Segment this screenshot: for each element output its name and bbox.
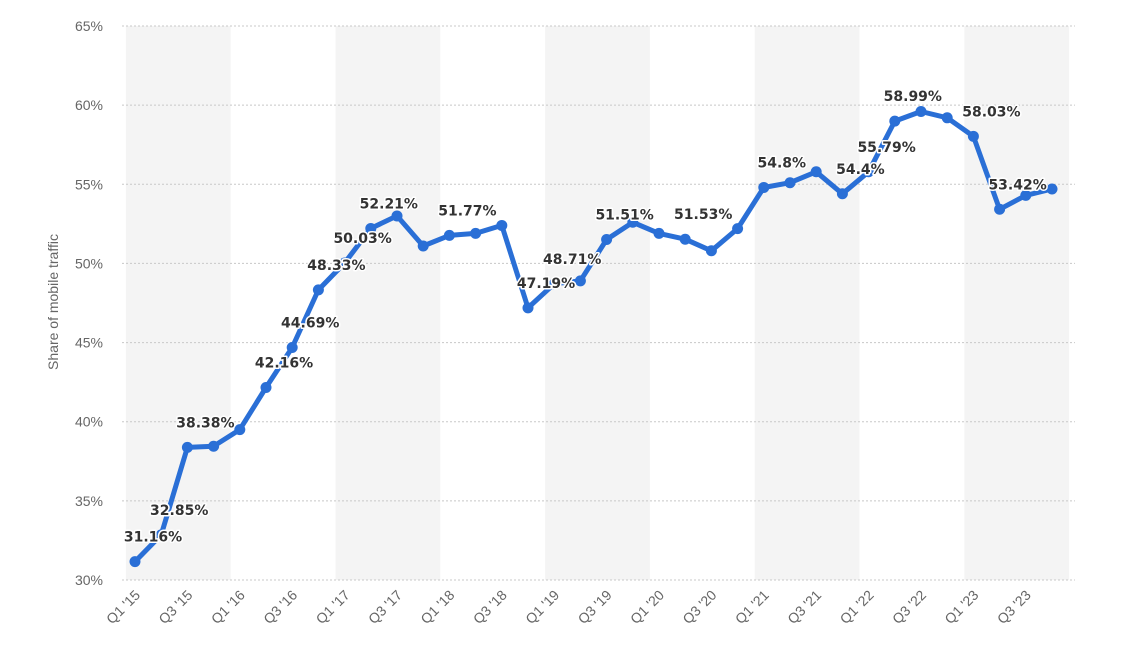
x-tick-label: Q1 '22: [837, 587, 877, 627]
data-point: [1020, 189, 1032, 201]
x-tick-label: Q3 '19: [575, 587, 615, 627]
year-band: [545, 26, 650, 580]
data-point: [732, 223, 744, 235]
x-tick-label: Q1 '18: [417, 587, 457, 627]
data-label: 31.16%: [124, 530, 182, 546]
y-tick-label: 40%: [75, 414, 103, 430]
alternating-year-bands: [125, 26, 1070, 580]
data-point: [181, 441, 193, 453]
data-label: 44.69%: [281, 315, 339, 331]
data-point: [915, 105, 927, 117]
data-point: [339, 257, 351, 269]
x-tick-label: Q1 '16: [208, 587, 248, 627]
data-point: [208, 440, 220, 452]
data-label: 51.53%: [674, 207, 732, 223]
y-tick-label: 35%: [75, 493, 103, 509]
data-label: 53.42%: [988, 177, 1046, 193]
data-labels: 31.16% 32.85% 38.38% 42.16% 44.69% 48.33% 50.0…: [122, 88, 1048, 548]
x-tick-label: Q3 '22: [889, 587, 929, 627]
x-tick-label: Q3 '23: [994, 587, 1034, 627]
x-tick-label: Q1 '15: [103, 587, 143, 627]
data-point: [260, 382, 272, 394]
data-point: [941, 112, 953, 124]
x-tick-label: Q3 '17: [365, 587, 405, 627]
x-axis-ticks: Q1 '15 Q3 '15 Q1 '16 Q3 '16 Q1 '17 Q3 '17 Q1 '…: [103, 587, 1034, 627]
data-point: [653, 227, 665, 239]
data-point: [312, 284, 324, 296]
data-label: 55.79%: [857, 140, 915, 156]
data-point: [784, 177, 796, 189]
data-point: [994, 203, 1006, 215]
x-tick-label: Q1 '20: [627, 587, 667, 627]
y-axis-label: Share of mobile traffic: [45, 234, 61, 370]
data-point: [679, 233, 691, 245]
year-band: [335, 26, 441, 580]
data-point: [863, 166, 875, 178]
data-point: [286, 341, 298, 353]
data-label: 48.71%: [543, 252, 601, 268]
year-band: [754, 26, 860, 580]
x-tick-label: Q1 '21: [732, 587, 772, 627]
data-point: [627, 216, 639, 228]
y-tick-label: 50%: [75, 255, 103, 271]
data-label: 58.03%: [962, 104, 1020, 120]
data-label: 54.8%: [758, 155, 807, 171]
data-point: [574, 275, 586, 287]
data-point: [443, 229, 455, 241]
year-band: [964, 26, 1070, 580]
gridlines: [122, 25, 1075, 581]
x-tick-label: Q3 '21: [784, 587, 824, 627]
x-tick-label: Q3 '16: [260, 587, 300, 627]
x-tick-label: Q1 '17: [313, 587, 353, 627]
data-point: [496, 219, 508, 231]
y-tick-label: 65%: [75, 18, 103, 34]
data-label: 52.21%: [360, 196, 418, 212]
data-point: [967, 130, 979, 142]
y-tick-label: 55%: [75, 176, 103, 192]
data-point: [391, 210, 403, 222]
data-points: [129, 105, 1058, 568]
data-point: [601, 234, 613, 246]
y-axis-ticks: 30% 35% 40% 45% 50% 55% 60% 65%: [75, 18, 103, 588]
data-point: [1046, 183, 1058, 195]
data-point: [417, 240, 429, 252]
x-tick-label: Q1 '19: [522, 587, 562, 627]
data-label: 42.16%: [255, 356, 313, 372]
data-point: [889, 115, 901, 127]
y-tick-label: 45%: [75, 335, 103, 351]
data-label: 50.03%: [333, 231, 391, 247]
data-point: [155, 529, 167, 541]
x-tick-label: Q1 '23: [941, 587, 981, 627]
data-point: [548, 278, 560, 290]
data-label: 47.19%: [517, 276, 575, 292]
x-tick-label: Q3 '18: [470, 587, 510, 627]
x-tick-label: Q3 '15: [155, 587, 195, 627]
data-label: 38.38%: [176, 415, 234, 431]
data-label: 48.33%: [307, 258, 365, 274]
data-point: [810, 166, 822, 178]
x-tick-label: Q3 '20: [679, 587, 719, 627]
data-point: [705, 245, 717, 257]
data-point: [522, 302, 534, 314]
data-point: [470, 227, 482, 239]
y-tick-label: 60%: [75, 97, 103, 113]
data-label: 54.4%: [836, 162, 885, 178]
data-label: 58.99%: [884, 89, 942, 105]
y-tick-label: 30%: [75, 572, 103, 588]
data-point: [758, 181, 770, 193]
data-label: 32.85%: [150, 503, 208, 519]
data-point: [129, 556, 141, 568]
data-point: [365, 222, 377, 234]
data-point: [836, 188, 848, 200]
year-band: [125, 26, 231, 580]
data-label: 51.77%: [438, 203, 496, 219]
data-label: 51.51%: [595, 208, 653, 224]
data-point: [234, 424, 246, 436]
